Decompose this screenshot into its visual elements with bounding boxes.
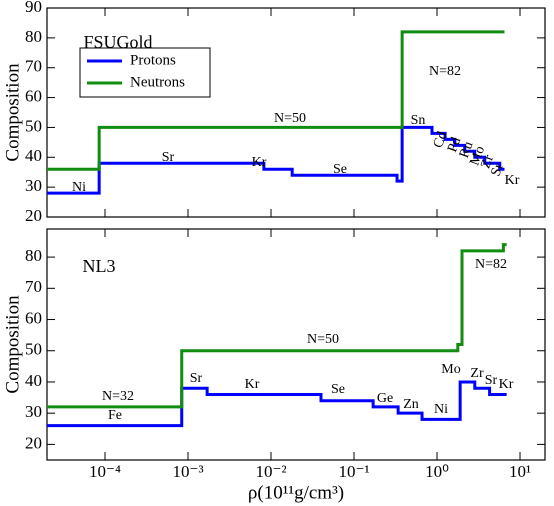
y-tick-label: 70 — [25, 277, 42, 296]
x-tick-label: 10⁻³ — [172, 462, 203, 481]
y-axis-label: Composition — [2, 295, 23, 394]
annotation: N=32 — [102, 389, 134, 404]
annotation: Cd — [431, 130, 451, 150]
y-tick-label: 80 — [25, 246, 42, 265]
y-tick-label: 30 — [25, 402, 42, 421]
x-tick-label: 10⁻¹ — [338, 462, 369, 481]
annotation: Ru — [457, 140, 477, 160]
y-tick-label: 20 — [25, 206, 42, 225]
series-line — [47, 243, 507, 409]
x-tick-label: 10¹ — [509, 462, 531, 481]
annotation: Sn — [411, 113, 426, 128]
annotation: Kr — [252, 155, 267, 170]
y-tick-label: 60 — [25, 308, 42, 327]
series-line — [47, 380, 507, 428]
legend-box — [79, 47, 211, 98]
y-tick-label: 30 — [25, 176, 42, 195]
annotation: N=82 — [475, 257, 507, 272]
x-tick-label: 10⁰ — [425, 462, 449, 481]
panel-label: FSUGold — [83, 32, 152, 52]
annotation: Ge — [377, 391, 393, 406]
annotation: Se — [333, 162, 347, 177]
y-axis-label: Composition — [2, 63, 23, 162]
annotation: Zn — [403, 397, 419, 412]
y-tick-label: 40 — [25, 371, 42, 390]
annotation: Se — [331, 382, 345, 397]
plot-frame — [46, 228, 546, 461]
annotation: Fe — [108, 408, 122, 423]
annotation: N=50 — [274, 111, 306, 126]
annotation: Sr — [489, 161, 507, 178]
annotation: N=82 — [429, 64, 461, 79]
y-tick-label: 20 — [25, 433, 42, 452]
panel-label: NL3 — [83, 256, 116, 276]
annotation: Kr — [245, 377, 260, 392]
annotation: Kr — [499, 377, 514, 392]
annotation: N=50 — [307, 332, 339, 347]
plot-frame — [46, 7, 546, 218]
annotation: Zr — [478, 153, 497, 171]
y-tick-label: 40 — [25, 146, 42, 165]
annotation: Pd — [445, 135, 464, 154]
series-line — [47, 125, 505, 195]
annotation: Sr — [162, 150, 175, 165]
legend-label: Protons — [130, 52, 176, 68]
x-tick-label: 10⁻² — [255, 462, 286, 481]
y-tick-label: 70 — [25, 57, 42, 76]
annotation: Kr — [505, 173, 520, 188]
annotation: Mo — [467, 144, 488, 167]
series-line — [47, 30, 505, 171]
annotation: Mo — [441, 362, 460, 377]
annotation: Sr — [190, 371, 203, 386]
y-tick-label: 60 — [25, 86, 42, 105]
annotation: Sr — [485, 373, 498, 388]
x-axis-label: ρ(10¹¹g/cm³) — [248, 482, 344, 503]
legend-label: Neutrons — [130, 74, 185, 90]
y-tick-label: 50 — [25, 116, 42, 135]
y-tick-label: 90 — [25, 0, 42, 16]
y-tick-label: 50 — [25, 340, 42, 359]
annotation: Ni — [72, 180, 86, 195]
annotation: Zr — [470, 366, 484, 381]
x-tick-label: 10⁻⁴ — [89, 462, 121, 481]
y-tick-label: 80 — [25, 27, 42, 46]
annotation: Ni — [434, 402, 448, 417]
